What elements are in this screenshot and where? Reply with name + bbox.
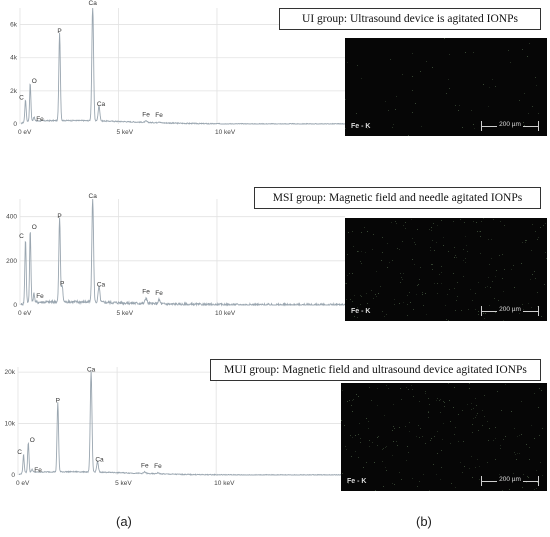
scale-bar-label: 200 µm [497,120,523,128]
x-tick-label: 0 eV [18,310,32,317]
peak-label: Ca [95,457,104,464]
scale-bar-label: 200 µm [497,475,523,483]
scale-bar: 200 µm [481,305,539,316]
panel-msi-group: 0 eV 5 keV 10 keV 0 200 400 C O Fe P P Ca Ca Fe Fe Fe … [0,185,550,325]
x-tick-label: 0 eV [16,480,30,487]
peak-label: P [57,28,61,35]
fe-map-ui: Fe - K 200 µm [345,38,547,136]
y-tick-label: 200 [6,258,17,265]
map-element-label: Fe - K [347,478,367,485]
panel-ui-group: 0 eV 5 keV 10 keV 0 2k 4k 6k C O Fe P Ca Ca Fe Fe Fe -… [0,0,550,140]
x-tick-label: 10 keV [214,480,235,487]
y-tick-label: 0 [13,121,17,128]
map-element-label: Fe - K [351,308,371,315]
peak-label: Fe [36,293,44,300]
peak-label: C [19,233,24,240]
peak-label: Ca [87,367,96,374]
peak-label: C [19,94,24,101]
peak-label: Fe [154,463,162,470]
peak-label: Fe [141,462,149,469]
peak-label: P [60,280,64,287]
group-label-msi: MSI group: Magnetic field and needle agi… [254,187,541,209]
peak-label: P [57,213,61,220]
scale-bar-label: 200 µm [497,305,523,313]
spectrum-line [18,371,345,477]
scale-bar: 200 µm [481,475,539,486]
spectrum-line [20,198,345,307]
spectrum-line [20,7,345,125]
y-tick-label: 10k [5,421,16,428]
scale-bar: 200 µm [481,120,539,131]
panel-label-a: (a) [116,514,132,529]
peak-label: Fe [142,288,150,295]
peak-label: O [32,78,37,85]
x-tick-label: 5 keV [116,129,133,136]
panel-label-b: (b) [416,514,432,529]
y-tick-label: 400 [6,214,17,221]
peak-label: O [32,224,37,231]
group-label-ui: UI group: Ultrasound device is agitated … [279,8,541,30]
peak-label: Ca [89,193,98,200]
y-tick-label: 2k [10,88,18,95]
peak-label: Fe [142,112,150,119]
peak-label: Fe [36,116,44,123]
x-tick-label: 5 keV [116,310,133,317]
x-tick-label: 10 keV [215,129,236,136]
x-tick-label: 10 keV [215,310,236,317]
fe-map-msi: Fe - K 200 µm [345,218,547,321]
eds-spectrum-ui: 0 eV 5 keV 10 keV 0 2k 4k 6k C O Fe P Ca Ca Fe Fe [10,0,345,136]
y-tick-label: 20k [5,369,16,376]
peak-label: Ca [97,282,106,289]
peak-label: O [30,437,35,444]
peak-label: C [17,449,22,456]
peak-label: Ca [89,0,98,7]
peak-label: Fe [155,112,163,119]
panel-mui-group: 0 eV 5 keV 10 keV 0 10k 20k C O Fe P Ca Ca Fe Fe Fe -… [0,355,550,495]
y-tick-label: 4k [10,55,18,62]
peak-label: P [56,398,60,405]
eds-spectrum-mui: 0 eV 5 keV 10 keV 0 10k 20k C O Fe P Ca Ca Fe Fe [5,367,345,487]
x-tick-label: 0 eV [18,129,32,136]
eds-spectrum-msi: 0 eV 5 keV 10 keV 0 200 400 C O Fe P P Ca Ca Fe Fe [6,193,345,317]
peak-label: Fe [155,290,163,297]
peak-label: Ca [97,101,106,108]
peak-label: Fe [34,467,42,474]
group-label-mui: MUI group: Magnetic field and ultrasound… [210,359,541,381]
x-tick-label: 5 keV [115,480,132,487]
y-tick-label: 6k [10,22,18,29]
map-element-label: Fe - K [351,123,371,130]
y-tick-label: 0 [11,472,15,479]
y-tick-label: 0 [13,302,17,309]
fe-map-mui: Fe - K 200 µm [341,383,547,491]
